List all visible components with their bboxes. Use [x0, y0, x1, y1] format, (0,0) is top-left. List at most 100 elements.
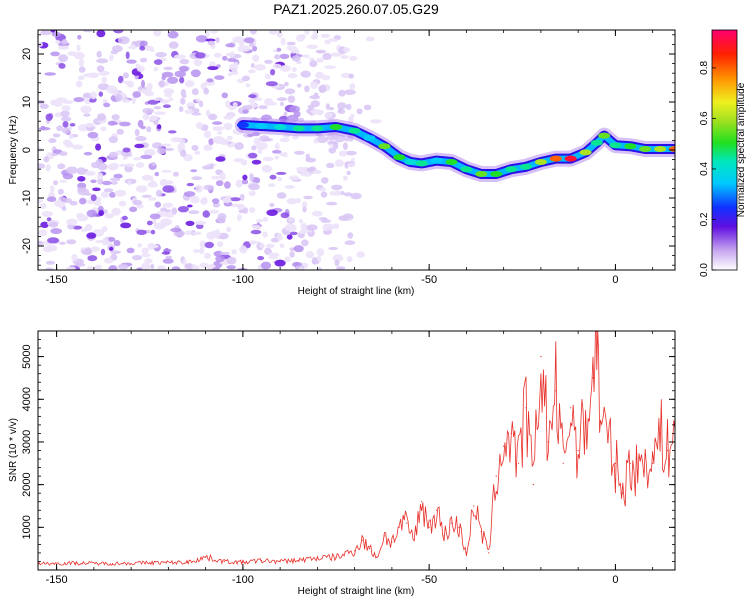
noise-blob — [279, 101, 284, 107]
noise-blob — [131, 41, 139, 45]
noise-blob — [95, 143, 102, 151]
noise-blob — [46, 217, 52, 222]
noise-blob — [228, 111, 235, 117]
snr-point — [510, 432, 512, 434]
noise-blob — [73, 97, 85, 103]
noise-blob — [62, 121, 69, 128]
noise-blob — [225, 52, 231, 57]
noise-blob — [57, 163, 66, 170]
snr-point — [74, 562, 76, 564]
colorbar-tick-label: 0.4 — [699, 162, 710, 176]
noise-blob — [286, 198, 298, 205]
noise-blob — [230, 69, 239, 76]
noise-blob — [155, 189, 163, 197]
noise-blob — [347, 163, 356, 168]
noise-blob — [111, 114, 120, 121]
noise-blob — [103, 188, 114, 193]
noise-blob — [129, 206, 138, 213]
noise-blob — [83, 113, 91, 117]
snr-point — [361, 539, 363, 541]
noise-blob — [55, 97, 67, 102]
noise-blob — [110, 181, 118, 185]
noise-blob — [225, 43, 235, 48]
noise-blob — [66, 239, 77, 245]
noise-blob — [311, 210, 323, 217]
noise-blob — [320, 33, 331, 39]
noise-blob — [349, 83, 356, 90]
noise-blob — [110, 162, 119, 170]
noise-blob — [163, 66, 173, 71]
noise-blob — [183, 153, 193, 162]
snr-xtick-label: -50 — [421, 574, 437, 586]
noise-blob — [269, 174, 277, 180]
noise-blob — [309, 60, 318, 68]
snr-point — [279, 560, 281, 563]
noise-blob — [66, 218, 78, 226]
snr-point — [443, 535, 445, 537]
noise-blob — [96, 30, 106, 38]
noise-blob — [289, 251, 295, 258]
noise-blob — [262, 217, 269, 222]
noise-blob — [265, 243, 275, 248]
noise-blob — [113, 173, 123, 179]
noise-blob — [251, 159, 262, 165]
noise-blob — [243, 37, 255, 44]
noise-blob — [325, 201, 338, 206]
noise-blob — [147, 99, 159, 105]
noise-blob — [216, 215, 226, 224]
noise-blob — [269, 30, 279, 35]
noise-blob — [249, 240, 257, 245]
snr-point — [186, 561, 188, 563]
ridge-point — [460, 166, 473, 173]
noise-blob — [149, 213, 161, 220]
snr-point — [570, 407, 572, 409]
noise-blob — [280, 38, 286, 46]
noise-blob — [249, 42, 255, 48]
noise-blob — [204, 252, 211, 260]
snr-point — [666, 449, 669, 452]
noise-blob — [342, 142, 348, 150]
noise-blob — [269, 202, 275, 208]
ridge-point — [393, 154, 406, 161]
noise-blob — [294, 150, 305, 155]
noise-blob — [212, 267, 220, 270]
noise-blob — [226, 226, 232, 233]
page-title: PAZ1.2025.260.07.05.G29 — [273, 1, 439, 17]
noise-blob — [77, 176, 86, 182]
ridge-point — [415, 160, 428, 167]
noise-blob — [315, 71, 325, 79]
noise-blob — [224, 181, 231, 189]
noise-blob — [180, 149, 187, 157]
noise-blob — [170, 137, 183, 143]
noise-blob — [240, 159, 248, 166]
noise-blob — [141, 262, 151, 270]
noise-blob — [114, 189, 127, 197]
noise-blob — [38, 163, 46, 169]
noise-blob — [258, 105, 268, 110]
noise-blob — [191, 263, 196, 268]
noise-blob — [72, 144, 84, 150]
noise-blob — [214, 75, 225, 80]
spectrogram-ytick-label: 20 — [21, 48, 33, 60]
spectrogram-ytick-label: 0 — [21, 147, 33, 153]
noise-blob — [108, 151, 118, 159]
snr-point — [465, 552, 467, 554]
noise-blob — [85, 247, 92, 255]
colorbar: 0.0 0.2 0.4 0.6 0.8 Normalized spectral ampl… — [699, 29, 747, 277]
noise-blob — [202, 210, 211, 218]
noise-blob — [248, 94, 257, 99]
noise-blob — [38, 127, 51, 131]
noise-blob — [48, 138, 57, 144]
noise-blob — [264, 73, 271, 80]
noise-blob — [215, 156, 226, 162]
noise-blob — [350, 192, 362, 200]
noise-blob — [195, 98, 201, 103]
noise-blob — [149, 179, 156, 187]
noise-blob — [179, 58, 190, 65]
noise-blob — [274, 155, 279, 160]
snr-point — [436, 509, 438, 511]
noise-blob — [310, 100, 320, 108]
noise-blob — [68, 134, 74, 140]
noise-blobs — [38, 30, 382, 270]
colorbar-tick-label: 0.8 — [699, 61, 710, 75]
